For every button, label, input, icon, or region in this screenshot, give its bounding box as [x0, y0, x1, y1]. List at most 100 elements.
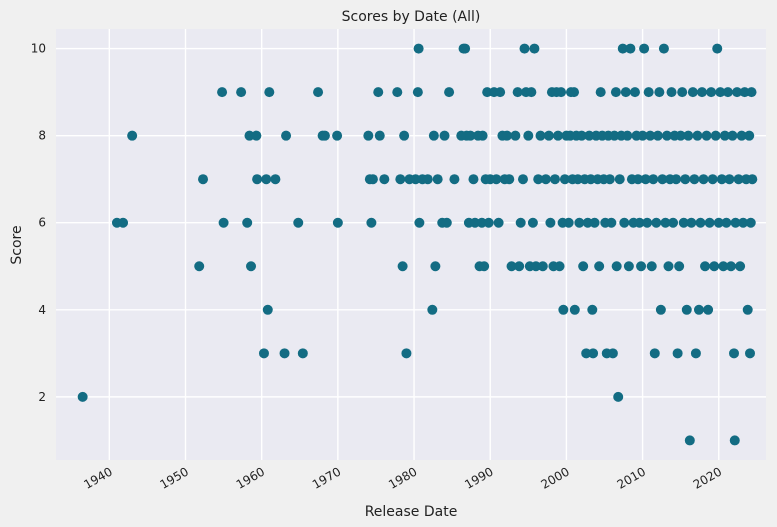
data-point [693, 304, 704, 315]
data-point [655, 304, 666, 315]
data-point [563, 217, 574, 228]
data-point [395, 174, 406, 185]
data-point [533, 174, 544, 185]
data-point [427, 304, 438, 315]
data-point [639, 43, 650, 54]
data-point [719, 130, 730, 141]
data-point [657, 174, 668, 185]
y-tick-label: 6 [38, 216, 46, 230]
data-point [529, 43, 540, 54]
data-point [607, 348, 618, 359]
data-point [428, 130, 439, 141]
data-point [727, 130, 738, 141]
data-point [194, 261, 205, 272]
data-point [692, 130, 703, 141]
data-point [392, 87, 403, 98]
data-point [651, 217, 662, 228]
data-point [430, 261, 441, 272]
data-point [493, 217, 504, 228]
data-point [414, 217, 425, 228]
data-point [634, 217, 645, 228]
data-point [661, 130, 672, 141]
data-point [617, 43, 628, 54]
data-point [680, 174, 691, 185]
data-point [738, 217, 749, 228]
data-point [556, 87, 567, 98]
data-point [675, 130, 686, 141]
data-point [569, 304, 580, 315]
data-point [482, 87, 493, 98]
data-point [732, 87, 743, 98]
data-point [540, 174, 551, 185]
data-point [413, 43, 424, 54]
data-point [610, 87, 621, 98]
data-point [588, 348, 599, 359]
data-point [252, 174, 263, 185]
data-point [293, 217, 304, 228]
data-point [747, 174, 758, 185]
data-point [530, 261, 541, 272]
data-point [517, 174, 528, 185]
data-point [468, 174, 479, 185]
data-point [643, 87, 654, 98]
data-point [244, 130, 255, 141]
data-point [642, 217, 653, 228]
data-point [554, 261, 565, 272]
data-point [366, 217, 377, 228]
data-point [535, 130, 546, 141]
data-point [504, 174, 515, 185]
y-tick-label: 10 [31, 42, 46, 56]
data-point [622, 130, 633, 141]
data-point [589, 217, 600, 228]
data-point [729, 348, 740, 359]
data-point [410, 174, 421, 185]
data-point [623, 261, 634, 272]
data-point [715, 87, 726, 98]
data-point [710, 130, 721, 141]
data-point [491, 174, 502, 185]
data-point [585, 174, 596, 185]
data-point [261, 174, 272, 185]
data-point [735, 261, 746, 272]
data-point [697, 87, 708, 98]
data-point [279, 348, 290, 359]
data-point [654, 87, 665, 98]
data-point [399, 130, 410, 141]
data-point [733, 174, 744, 185]
data-point [515, 217, 526, 228]
data-point [640, 174, 651, 185]
data-point [609, 130, 620, 141]
data-point [674, 261, 685, 272]
data-point [569, 87, 580, 98]
data-point [729, 435, 740, 446]
data-point [514, 261, 525, 272]
data-point [730, 217, 741, 228]
data-point [258, 348, 269, 359]
data-point [553, 130, 564, 141]
data-point [652, 130, 663, 141]
data-point [739, 87, 750, 98]
data-point [613, 391, 624, 402]
data-point [718, 261, 729, 272]
data-point [625, 43, 636, 54]
y-axis-label: Score [9, 225, 25, 264]
data-point [574, 217, 585, 228]
data-point [469, 217, 480, 228]
data-point [401, 348, 412, 359]
data-point [412, 87, 423, 98]
data-point [736, 130, 747, 141]
data-point [709, 261, 720, 272]
data-point [537, 261, 548, 272]
data-point [744, 130, 755, 141]
data-point [684, 435, 695, 446]
data-point [611, 261, 622, 272]
data-point [721, 217, 732, 228]
data-points [77, 43, 758, 446]
data-point [501, 130, 512, 141]
data-point [127, 130, 138, 141]
data-point [523, 130, 534, 141]
data-point [483, 217, 494, 228]
data-point [512, 87, 523, 98]
data-point [363, 130, 374, 141]
